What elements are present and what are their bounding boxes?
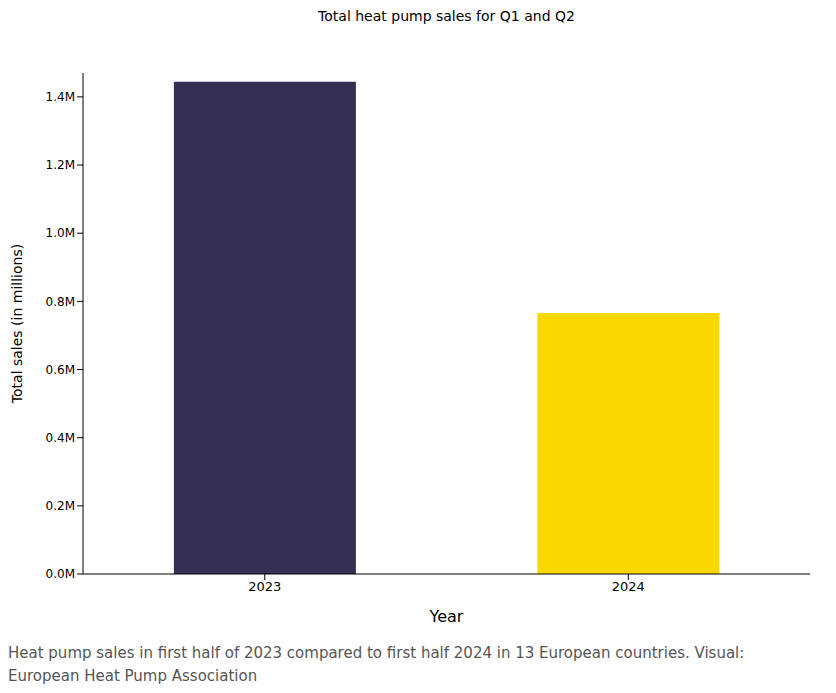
svg-text:0.6M: 0.6M [46, 363, 75, 377]
svg-text:0.4M: 0.4M [46, 431, 75, 445]
svg-text:0.2M: 0.2M [46, 499, 75, 513]
svg-text:1.0M: 1.0M [46, 226, 75, 240]
svg-text:2023: 2023 [248, 579, 281, 594]
svg-text:1.4M: 1.4M [46, 90, 75, 104]
html-text:Heat pump sales in first half: Heat pump sales in first half of 2023 co… [8, 644, 745, 685]
svg-text:0.0M: 0.0M [46, 567, 75, 581]
svg-text:Total sales (in millions): Total sales (in millions) [9, 244, 25, 404]
svg-text:0.8M: 0.8M [46, 295, 75, 309]
svg-text:Year: Year [429, 607, 464, 626]
svg-text:2024: 2024 [612, 579, 645, 594]
html-text:Total heat pump sales for Q1 a: Total heat pump sales for Q1 and Q2 [318, 8, 575, 24]
svg-text:1.2M: 1.2M [46, 158, 75, 172]
